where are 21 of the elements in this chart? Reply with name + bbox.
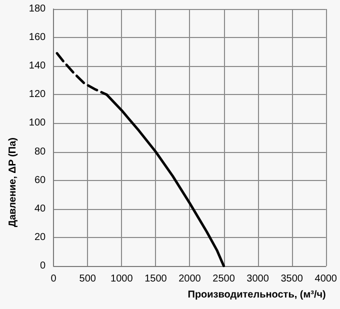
y-tick-label: 60 bbox=[34, 174, 46, 186]
x-tick-label: 500 bbox=[79, 274, 96, 284]
y-tick-label: 120 bbox=[28, 89, 46, 100]
y-tick-label: 100 bbox=[28, 118, 46, 129]
x-tick-label: 3000 bbox=[246, 274, 270, 284]
y-tick-label: 140 bbox=[28, 60, 46, 72]
y-tick-label: 40 bbox=[34, 203, 46, 214]
x-tick-label: 0 bbox=[50, 274, 57, 284]
x-tick-label: 1000 bbox=[110, 274, 134, 284]
y-axis-title: Давление, ΔP (Па) bbox=[8, 138, 18, 228]
y-tick-label: 0 bbox=[40, 260, 46, 272]
x-tick-label: 1500 bbox=[144, 274, 168, 284]
x-tick-label: 3500 bbox=[280, 274, 304, 284]
y-tick-label: 20 bbox=[34, 232, 46, 243]
x-tick-label: 4000 bbox=[314, 274, 338, 284]
x-tick-label: 2000 bbox=[178, 274, 202, 284]
y-tick-label: 160 bbox=[28, 32, 46, 44]
y-tick-label: 180 bbox=[28, 4, 46, 14]
y-tick-label: 80 bbox=[34, 146, 46, 158]
x-tick-label: 2500 bbox=[212, 274, 236, 284]
x-axis-title: Производительность, (м³/ч) bbox=[188, 290, 326, 300]
